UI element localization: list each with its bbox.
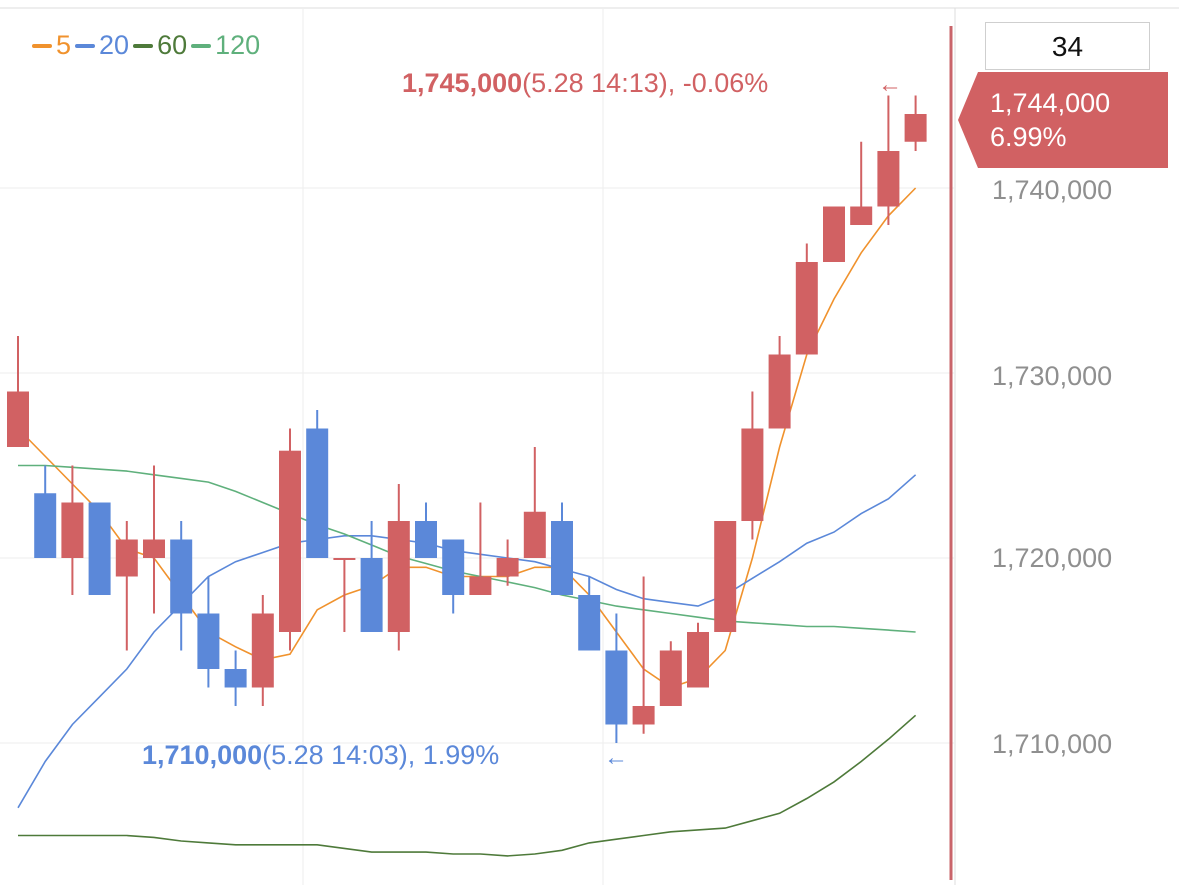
low-detail: (5.28 14:03), 1.99% <box>262 740 500 770</box>
legend-item-ma5: 5 <box>32 30 71 61</box>
legend-swatch-ma60 <box>133 43 154 48</box>
low-arrow-icon: ← <box>604 744 628 771</box>
candle-body-11 <box>306 428 329 558</box>
candle-body-6 <box>170 539 193 614</box>
candle-body-16 <box>442 539 465 595</box>
legend-swatch-ma20 <box>75 43 96 48</box>
candle-body-27 <box>741 428 764 521</box>
ma-legend: 5 20 60 120 <box>32 30 264 61</box>
candle-body-30 <box>823 206 845 262</box>
candle-body-4 <box>115 539 138 577</box>
top-value-box: 34 <box>985 22 1150 70</box>
candle-body-26 <box>714 521 737 632</box>
legend-item-ma20: 20 <box>75 30 129 61</box>
candle-body-33 <box>904 114 927 142</box>
candle-body-22 <box>605 650 628 725</box>
price-tag-text: 1,744,000 6.99% <box>990 86 1110 154</box>
low-value: 1,710,000 <box>142 740 263 770</box>
legend-item-ma120: 120 <box>191 30 260 61</box>
candle-body-12 <box>333 558 356 560</box>
high-arrow-icon: ← <box>878 71 902 98</box>
candle-body-17 <box>469 576 492 595</box>
legend-label-ma120: 120 <box>215 30 261 60</box>
high-annotation: 1,745,000(5.28 14:13), -0.06% <box>402 68 768 99</box>
candle-body-3 <box>88 502 111 595</box>
candle-body-2 <box>61 502 84 558</box>
candle-body-1 <box>34 493 57 558</box>
low-annotation: 1,710,000(5.28 14:03), 1.99% <box>142 740 499 771</box>
current-price: 1,744,000 <box>990 88 1111 118</box>
high-detail: (5.28 14:13), -0.06% <box>522 68 769 98</box>
legend-swatch-ma120 <box>191 43 212 48</box>
price-tag-shape <box>958 72 1168 168</box>
ma-line-20 <box>17 474 917 809</box>
ma-line-60 <box>18 714 917 857</box>
candle-body-20 <box>551 521 573 595</box>
candle-body-10 <box>279 450 301 632</box>
current-change: 6.99% <box>990 122 1067 152</box>
candle-body-15 <box>415 521 437 558</box>
legend-label-ma20: 20 <box>99 30 130 60</box>
y-tick-1730000: 1,730,000 <box>992 361 1113 391</box>
ma-line-120 <box>18 464 916 633</box>
candle-body-0 <box>7 391 29 447</box>
current-price-tag: 1,744,000 6.99% <box>958 72 1168 168</box>
candle-body-32 <box>877 151 900 207</box>
candle-body-21 <box>578 595 601 651</box>
candle-body-7 <box>197 613 220 669</box>
y-tick-1740000: 1,740,000 <box>992 175 1113 205</box>
legend-swatch-ma5 <box>32 43 52 48</box>
y-tick-1710000: 1,710,000 <box>992 729 1113 759</box>
legend-label-ma5: 5 <box>56 30 72 60</box>
candle-body-29 <box>795 262 818 355</box>
candle-body-31 <box>850 206 873 225</box>
candle-body-23 <box>632 706 655 725</box>
legend-label-ma60: 60 <box>157 30 188 60</box>
ma-line-5 <box>17 187 917 689</box>
high-value: 1,745,000 <box>402 68 523 98</box>
candle-body-28 <box>768 354 791 429</box>
candle-body-5 <box>143 539 165 558</box>
candle-body-8 <box>224 669 247 688</box>
candle-body-18 <box>496 558 519 577</box>
y-tick-1720000: 1,720,000 <box>992 543 1113 573</box>
candle-body-25 <box>687 632 709 688</box>
candle-body-24 <box>659 650 682 706</box>
candle-body-19 <box>523 511 546 558</box>
candle-body-13 <box>360 558 383 632</box>
candle-body-9 <box>251 613 274 688</box>
candle-body-14 <box>387 521 410 632</box>
legend-item-ma60: 60 <box>133 30 187 61</box>
